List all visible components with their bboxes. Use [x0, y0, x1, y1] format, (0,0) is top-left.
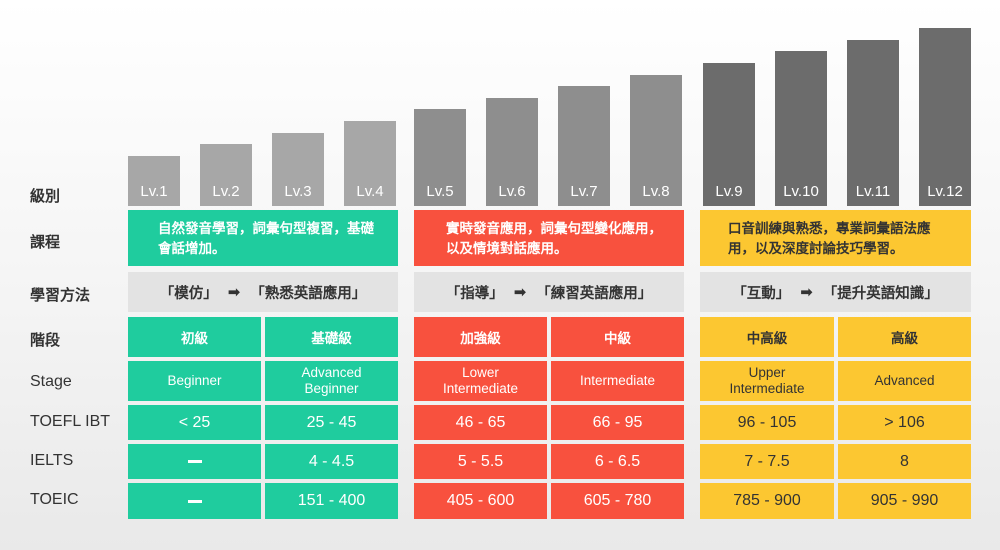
level-bar: [344, 121, 396, 206]
course-beginner-group: 自然發音學習，詞彙句型複習，基礎會話增加。: [128, 210, 398, 266]
level-bar: [630, 74, 682, 206]
level-bar-label: Lv.12: [927, 183, 963, 200]
toeic-cell: 785 - 900: [700, 483, 834, 519]
method-from: 「互動」: [732, 285, 791, 302]
level-bar-label: Lv.6: [498, 183, 526, 200]
level-bar-label: Lv.8: [642, 183, 670, 200]
phase-cell: 初級: [128, 317, 261, 357]
level-bar: [486, 97, 538, 206]
phase-cell: 中高級: [700, 317, 834, 357]
method-beginner-group: 「模仿」 ➡ 「熟悉英語應用」: [128, 272, 398, 312]
method-advanced-group: 「互動」 ➡ 「提升英語知識」: [700, 272, 971, 312]
row-label-course: 課程: [30, 233, 61, 251]
toefl-cell: < 25: [128, 405, 261, 440]
stage-cell: Advanced: [838, 361, 971, 401]
ielts-cell: 4 - 4.5: [265, 444, 398, 479]
level-bar: [414, 109, 466, 206]
row-label-toeic: TOEIC: [30, 491, 79, 508]
method-to: 「熟悉英語應用」: [250, 285, 367, 302]
ielts-cell: [128, 444, 261, 479]
ielts-cell: 5 - 5.5: [414, 444, 547, 479]
level-bar: [919, 28, 971, 206]
phase-cell: 中級: [551, 317, 684, 357]
stage-cell: Beginner: [128, 361, 261, 401]
ielts-cell: 7 - 7.5: [700, 444, 834, 479]
phase-cell: 加強級: [414, 317, 547, 357]
toefl-cell: 25 - 45: [265, 405, 398, 440]
method-intermediate-group: 「指導」 ➡ 「練習英語應用」: [414, 272, 684, 312]
toefl-cell: 46 - 65: [414, 405, 547, 440]
right-arrow-icon: ➡: [227, 283, 241, 301]
course-advanced-group: 口音訓練與熟悉，專業詞彙語法應用，以及深度討論技巧學習。: [700, 210, 971, 266]
level-bar-label: Lv.4: [356, 183, 384, 200]
toeic-cell: [128, 483, 261, 519]
toefl-cell: 96 - 105: [700, 405, 834, 440]
method-from: 「模仿」: [159, 285, 218, 302]
dash-icon: [187, 460, 202, 463]
row-label-method: 學習方法: [30, 286, 91, 304]
toeic-cell: 151 - 400: [265, 483, 398, 519]
row-label-phase: 階段: [30, 331, 61, 349]
toeic-cell: 605 - 780: [551, 483, 684, 519]
row-label-toefl: TOEFL IBT: [30, 413, 111, 430]
method-from: 「指導」: [445, 285, 504, 302]
level-bar-label: Lv.2: [212, 183, 240, 200]
level-bar-label: Lv.11: [855, 183, 891, 200]
method-to: 「提升英語知識」: [822, 285, 939, 302]
course-intermediate-group: 實時發音應用，詞彙句型變化應用，以及情境對話應用。: [414, 210, 684, 266]
toefl-cell: > 106: [838, 405, 971, 440]
ielts-cell: 8: [838, 444, 971, 479]
dash-icon: [187, 499, 202, 503]
level-bar-label: Lv.3: [284, 183, 312, 200]
level-bar-label: Lv.9: [715, 183, 743, 200]
phase-cell: 高級: [838, 317, 971, 357]
row-label-ielts: IELTS: [30, 452, 74, 469]
row-label-level: 級別: [30, 187, 61, 205]
toeic-cell: 905 - 990: [838, 483, 971, 519]
stage-cell: Intermediate: [551, 361, 684, 401]
level-bar: [558, 86, 610, 206]
level-bar: [847, 39, 899, 206]
level-bar: [272, 132, 324, 206]
level-bar: [775, 51, 827, 206]
right-arrow-icon: ➡: [513, 283, 527, 301]
ielts-cell: 6 - 6.5: [551, 444, 684, 479]
level-bar-label: Lv.7: [570, 183, 598, 200]
toeic-cell: 405 - 600: [414, 483, 547, 519]
row-label-stage: Stage: [30, 373, 72, 390]
level-bar-label: Lv.10: [783, 183, 819, 200]
level-bar-label: Lv.5: [426, 183, 454, 200]
stage-cell: Lower Intermediate: [414, 361, 547, 401]
stage-cell: Upper Intermediate: [700, 361, 834, 401]
right-arrow-icon: ➡: [800, 283, 813, 301]
method-to: 「練習英語應用」: [536, 285, 653, 302]
level-bar: [200, 144, 252, 206]
toefl-cell: 66 - 95: [551, 405, 684, 440]
level-bar: [128, 156, 180, 206]
phase-cell: 基礎級: [265, 317, 398, 357]
stage-cell: Advanced Beginner: [265, 361, 398, 401]
level-bar: [703, 62, 755, 206]
level-bar-label: Lv.1: [140, 183, 168, 200]
